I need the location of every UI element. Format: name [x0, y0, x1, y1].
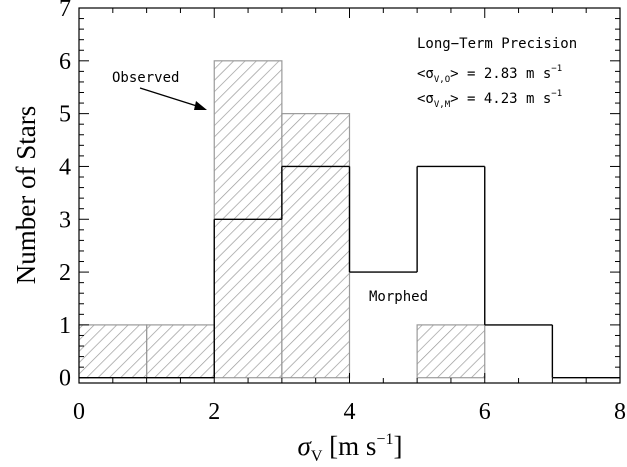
morphed-bin-2-3 [213, 218, 282, 378]
observed-bar-0-1 [78, 324, 148, 379]
observed-label: Observed [112, 70, 179, 86]
x-axis-ticks: 0 2 4 6 8 [73, 8, 626, 425]
annotation-morphed-precision: <σV,M> = 4.23 m s−1 [417, 89, 562, 110]
morphed-bin-3-4 [281, 165, 350, 220]
x-tick-label-8: 8 [614, 399, 626, 425]
x-axis-label: σV [m s−1] [298, 431, 403, 465]
y-tick-label-6: 6 [59, 49, 71, 75]
y-tick-label-2: 2 [59, 260, 71, 286]
x-axis-label-units: [m s [322, 431, 376, 461]
x-axis-label-units-close: ] [393, 431, 402, 461]
x-tick-label-4: 4 [344, 399, 356, 425]
observed-arrow [139, 87, 207, 110]
observed-bar-1-2 [146, 324, 215, 379]
y-tick-label-1: 1 [59, 313, 71, 339]
annotation-title: Long−Term Precision [417, 36, 577, 52]
observed-bar-5-6 [416, 324, 486, 379]
morphed-bin-7-8 [551, 324, 620, 379]
morphed-bin-5-6 [416, 165, 485, 273]
y-tick-label-3: 3 [59, 207, 71, 233]
y-tick-label-0: 0 [59, 366, 71, 392]
morphed-bin-6-7 [484, 166, 553, 326]
morphed-bin-4-5 [348, 166, 418, 273]
x-tick-label-0: 0 [73, 399, 85, 425]
precision-annotation: Long−Term Precision <σV,O> = 2.83 m s−1 … [417, 36, 577, 110]
y-tick-label-7: 7 [59, 0, 71, 22]
x-tick-label-2: 2 [208, 399, 220, 425]
x-tick-label-6: 6 [479, 399, 491, 425]
y-axis-ticks: 0 1 2 3 4 5 6 7 [59, 0, 620, 392]
x-axis-label-units-exponent: −1 [376, 431, 393, 448]
morphed-series [79, 165, 620, 379]
y-tick-label-5: 5 [59, 102, 71, 128]
y-tick-label-4: 4 [59, 154, 71, 180]
y-axis-label: Number of Stars [11, 106, 41, 284]
observed-bar-3-4 [281, 113, 351, 379]
x-axis-label-symbol: σ [298, 431, 313, 461]
morphed-label: Morphed [369, 289, 428, 305]
annotation-observed-precision: <σV,O> = 2.83 m s−1 [417, 64, 562, 85]
x-axis-label-subscript: V [311, 448, 323, 465]
